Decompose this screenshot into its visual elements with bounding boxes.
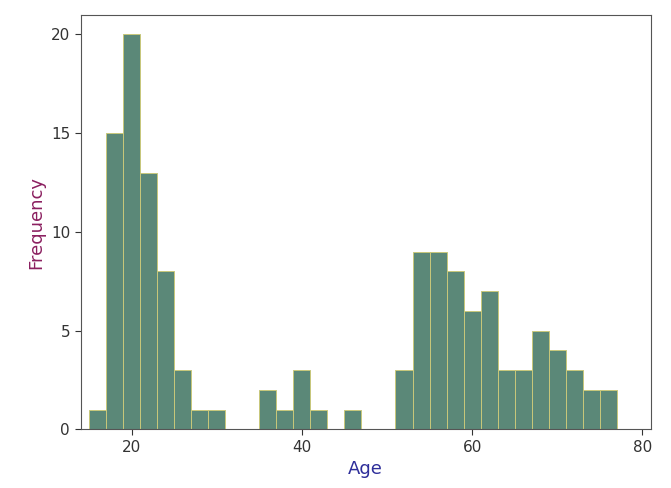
Bar [600,390,617,429]
Bar [515,370,531,429]
Bar [208,410,225,429]
Bar [311,410,327,429]
Bar [89,410,106,429]
Bar [344,410,362,429]
Bar [480,291,498,429]
Bar [106,133,123,429]
Bar [140,173,157,429]
Bar [276,410,293,429]
Bar [583,390,600,429]
Bar [259,390,276,429]
X-axis label: Age: Age [348,460,383,478]
Bar [566,370,583,429]
Bar [293,370,311,429]
Bar [464,311,480,429]
Bar [395,370,413,429]
Bar [549,350,566,429]
Bar [123,34,140,429]
Bar [498,370,515,429]
Bar [429,252,447,429]
Bar [531,331,549,429]
Y-axis label: Frequency: Frequency [28,176,46,268]
Bar [447,271,464,429]
Bar [413,252,429,429]
Bar [157,271,174,429]
Bar [191,410,208,429]
Bar [174,370,191,429]
